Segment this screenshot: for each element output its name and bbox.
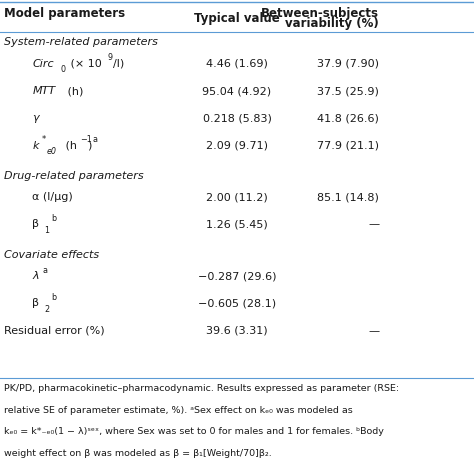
Text: 95.04 (4.92): 95.04 (4.92) bbox=[202, 86, 272, 96]
Text: 2.00 (11.2): 2.00 (11.2) bbox=[206, 192, 268, 202]
Text: 77.9 (21.1): 77.9 (21.1) bbox=[317, 141, 379, 150]
Text: b: b bbox=[51, 214, 56, 223]
Text: variability (%): variability (%) bbox=[285, 17, 379, 30]
Text: 0: 0 bbox=[61, 65, 66, 74]
Text: *: * bbox=[42, 135, 46, 144]
Text: 85.1 (14.8): 85.1 (14.8) bbox=[317, 192, 379, 202]
Text: 1: 1 bbox=[44, 226, 49, 235]
Text: −1: −1 bbox=[80, 135, 91, 144]
Text: β: β bbox=[32, 219, 39, 229]
Text: Residual error (%): Residual error (%) bbox=[4, 326, 104, 336]
Text: 41.8 (26.6): 41.8 (26.6) bbox=[317, 113, 379, 123]
Text: MTT: MTT bbox=[32, 86, 55, 96]
Text: 37.5 (25.9): 37.5 (25.9) bbox=[317, 86, 379, 96]
Text: /l): /l) bbox=[113, 59, 124, 69]
Text: α (l/μg): α (l/μg) bbox=[32, 192, 73, 202]
Text: 1.26 (5.45): 1.26 (5.45) bbox=[206, 219, 268, 229]
Text: −0.287 (29.6): −0.287 (29.6) bbox=[198, 271, 276, 281]
Text: (h): (h) bbox=[64, 86, 84, 96]
Text: −0.605 (28.1): −0.605 (28.1) bbox=[198, 298, 276, 308]
Text: 37.9 (7.90): 37.9 (7.90) bbox=[317, 59, 379, 69]
Text: System-related parameters: System-related parameters bbox=[4, 37, 158, 47]
Text: 0.218 (5.83): 0.218 (5.83) bbox=[202, 113, 272, 123]
Text: ): ) bbox=[87, 141, 91, 150]
Text: b: b bbox=[51, 293, 56, 302]
Text: (h: (h bbox=[62, 141, 77, 150]
Text: —: — bbox=[368, 219, 379, 229]
Text: a: a bbox=[92, 135, 98, 144]
Text: β: β bbox=[32, 298, 39, 308]
Text: Typical value: Typical value bbox=[194, 12, 280, 25]
Text: relative SE of parameter estimate, %). ᵃSex effect on kₑ₀ was modeled as: relative SE of parameter estimate, %). ᵃ… bbox=[4, 406, 353, 415]
Text: k: k bbox=[32, 141, 39, 150]
Text: Circ: Circ bbox=[32, 59, 54, 69]
Text: 9: 9 bbox=[108, 53, 113, 62]
Text: a: a bbox=[43, 266, 48, 274]
Text: Drug-related parameters: Drug-related parameters bbox=[4, 171, 144, 181]
Text: (× 10: (× 10 bbox=[67, 59, 102, 69]
Text: Between-subjects: Between-subjects bbox=[261, 7, 379, 20]
Text: e0: e0 bbox=[46, 147, 56, 156]
Text: kₑ₀ = k*₋ₑ₀(1 − λ)ˢᵉˣ, where Sex was set to 0 for males and 1 for females. ᵇBody: kₑ₀ = k*₋ₑ₀(1 − λ)ˢᵉˣ, where Sex was set… bbox=[4, 427, 383, 436]
Text: 2.09 (9.71): 2.09 (9.71) bbox=[206, 141, 268, 150]
Text: λ: λ bbox=[32, 271, 39, 281]
Text: PK/PD, pharmacokinetic–pharmacodynamic. Results expressed as parameter (RSE:: PK/PD, pharmacokinetic–pharmacodynamic. … bbox=[4, 384, 399, 393]
Text: 4.46 (1.69): 4.46 (1.69) bbox=[206, 59, 268, 69]
Text: weight effect on β was modeled as β = β₁[Weight/70]β₂.: weight effect on β was modeled as β = β₁… bbox=[4, 449, 272, 458]
Text: 39.6 (3.31): 39.6 (3.31) bbox=[206, 326, 268, 336]
Text: Model parameters: Model parameters bbox=[4, 7, 125, 20]
Text: 2: 2 bbox=[44, 305, 49, 314]
Text: —: — bbox=[368, 326, 379, 336]
Text: γ: γ bbox=[32, 113, 39, 123]
Text: Covariate effects: Covariate effects bbox=[4, 250, 99, 260]
